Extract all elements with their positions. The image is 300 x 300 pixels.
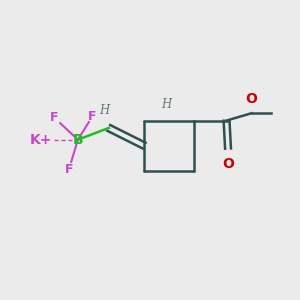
- Text: F: F: [50, 111, 58, 124]
- Text: O: O: [222, 158, 234, 171]
- Text: F: F: [65, 163, 73, 176]
- Text: H: H: [161, 98, 171, 111]
- Text: O: O: [246, 92, 257, 106]
- Text: K+: K+: [30, 133, 52, 147]
- Text: F: F: [88, 110, 97, 123]
- Text: H: H: [99, 104, 110, 117]
- Text: B: B: [73, 133, 83, 147]
